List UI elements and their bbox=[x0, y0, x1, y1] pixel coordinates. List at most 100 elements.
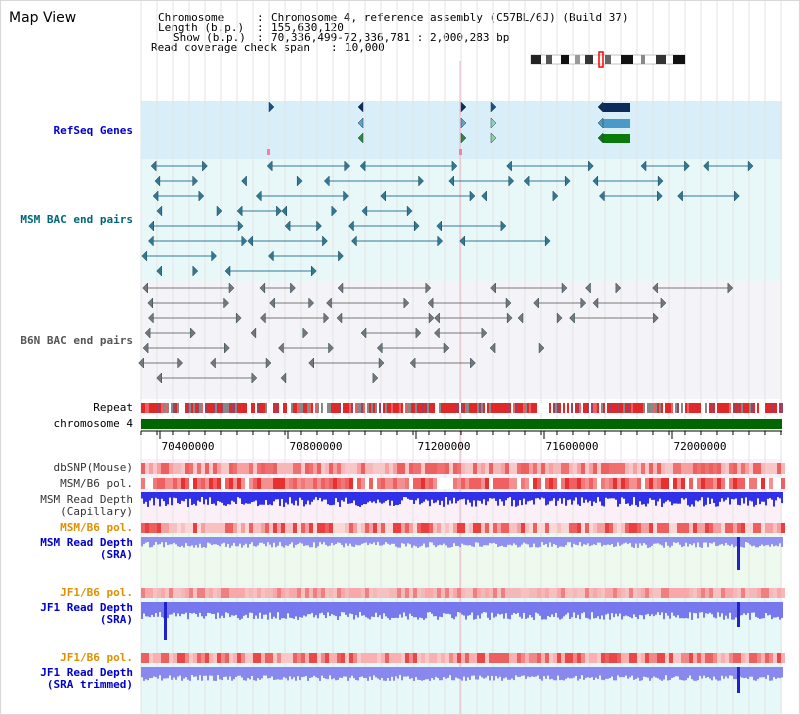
msm-cap-depth-bar bbox=[239, 492, 241, 499]
b6n-bac-pair-end bbox=[269, 297, 275, 309]
msm-sra-depth-bar bbox=[605, 537, 607, 546]
jf1-trim-depth-bar bbox=[647, 667, 649, 678]
msm-cap-depth-bar bbox=[355, 492, 357, 506]
msm-cap-depth-bar bbox=[159, 492, 161, 507]
jf1-sra-depth-bar bbox=[543, 602, 545, 620]
b6n-bac-pair-end bbox=[533, 297, 539, 309]
msm-bac-pair-end bbox=[331, 205, 338, 217]
jf1-b6-pol2-strip bbox=[637, 653, 641, 663]
msm-sra-depth-bar bbox=[231, 537, 233, 546]
msm-cap-depth-bar bbox=[699, 492, 701, 501]
repeat-segment bbox=[451, 403, 453, 413]
jf1-b6-pol-strip bbox=[745, 588, 749, 598]
msm-cap-depth-bar bbox=[779, 492, 781, 499]
msm-b6-pol-strip bbox=[573, 478, 577, 489]
msm-sra-depth-bar bbox=[689, 537, 691, 545]
jf1-trim-depth-bar bbox=[497, 667, 499, 679]
b6n-bac-pair-end bbox=[138, 357, 144, 369]
jf1-sra-depth-bar bbox=[353, 602, 355, 620]
b6n-bac-pair-end bbox=[250, 327, 257, 339]
jf1-sra-depth-bar bbox=[621, 602, 623, 620]
jf1-sra-depth-bar bbox=[663, 602, 665, 620]
repeat-segment bbox=[551, 403, 553, 413]
msm-sra-depth-bar bbox=[711, 537, 713, 544]
jf1-b6-pol-strip bbox=[421, 588, 425, 598]
jf1-sra-depth-bar bbox=[479, 602, 481, 619]
jf1-trim-depth-bar bbox=[529, 667, 531, 678]
jf1-sra-depth-bar bbox=[495, 602, 497, 617]
msm-sra-depth-bar bbox=[525, 537, 527, 544]
jf1-b6-pol-strip bbox=[717, 588, 721, 598]
msm-b6-pol-strip bbox=[305, 478, 309, 489]
msm-sra-depth-bar bbox=[213, 537, 215, 545]
msm-bac-pair-end bbox=[451, 160, 458, 172]
msm-b6-pol2-strip bbox=[757, 523, 761, 533]
msm-sra-depth-bar bbox=[155, 537, 157, 543]
repeat-segment bbox=[393, 403, 395, 413]
msm-cap-depth-bar bbox=[451, 492, 453, 504]
jf1-b6-pol-strip bbox=[485, 588, 489, 598]
jf1-trim-depth-bar bbox=[749, 667, 751, 677]
jf1-sra-depth-bar bbox=[745, 602, 747, 615]
jf1-b6-pol2-strip bbox=[613, 653, 617, 663]
msm-b6-pol2-strip bbox=[549, 523, 553, 533]
msm-sra-depth-bar bbox=[655, 537, 657, 544]
msm-sra-depth-bar bbox=[293, 537, 295, 548]
jf1-sra-depth-bar bbox=[589, 602, 591, 620]
msm-sra-depth-bar bbox=[149, 537, 151, 548]
jf1-b6-pol2-strip bbox=[481, 653, 485, 663]
dbsnp-strip bbox=[597, 463, 601, 474]
msm-cap-depth-bar bbox=[747, 492, 749, 506]
msm-sra-depth-bar bbox=[385, 537, 387, 543]
msm-b6-pol2-strip bbox=[417, 523, 421, 533]
msm-sra-depth-bar bbox=[223, 537, 225, 543]
jf1-sra-depth-bar bbox=[249, 602, 251, 613]
jf1-trim-depth-bar bbox=[745, 667, 747, 678]
jf1-trim-depth-bar bbox=[221, 667, 223, 681]
repeat-segment bbox=[629, 403, 631, 413]
dbsnp-strip bbox=[593, 463, 597, 474]
dbsnp-strip bbox=[277, 463, 281, 474]
jf1-b6-pol-strip bbox=[541, 588, 545, 598]
msm-cap-depth-bar bbox=[425, 492, 427, 500]
repeat-segment bbox=[695, 403, 697, 413]
jf1-sra-depth-bar bbox=[427, 602, 429, 613]
b6n-bac-pair-end bbox=[434, 327, 440, 339]
jf1-b6-pol2-strip bbox=[409, 653, 413, 663]
jf1-sra-depth-bar bbox=[347, 602, 349, 617]
msm-b6-pol2-strip bbox=[237, 523, 241, 533]
msm-sra-depth-bar bbox=[669, 537, 671, 548]
repeat-segment bbox=[759, 403, 761, 413]
jf1-b6-pol-strip bbox=[293, 588, 297, 598]
msm-b6-pol-strip bbox=[545, 478, 549, 489]
msm-sra-depth-bar bbox=[357, 537, 359, 546]
msm-cap-depth-bar bbox=[213, 492, 215, 504]
repeat-segment bbox=[449, 403, 451, 413]
repeat-segment bbox=[151, 403, 153, 413]
jf1-trim-depth-bar bbox=[425, 667, 427, 680]
jf1-trim-depth-bar bbox=[143, 667, 145, 681]
msm-sra-depth-bar bbox=[197, 537, 199, 548]
jf1-sra-depth-bar bbox=[399, 602, 401, 615]
msm-sra-depth-bar bbox=[479, 537, 481, 547]
dbsnp-strip bbox=[401, 463, 405, 474]
msm-cap-depth-bar bbox=[147, 492, 149, 507]
msm-b6-pol2-strip bbox=[497, 523, 501, 533]
jf1-trim-depth-bar bbox=[535, 667, 537, 677]
jf1-b6-pol2-strip bbox=[389, 653, 393, 663]
jf1-sra-depth-bar bbox=[771, 602, 773, 620]
msm-b6-pol-strip bbox=[601, 478, 605, 489]
msm-cap-depth-bar bbox=[731, 492, 733, 499]
msm-b6-pol-strip bbox=[605, 478, 609, 489]
page-title: Map View bbox=[9, 10, 77, 26]
msm-sra-depth-bar bbox=[427, 537, 429, 548]
msm-cap-depth-bar bbox=[233, 492, 235, 502]
jf1-trim-depth-bar bbox=[487, 667, 489, 676]
msm-b6-pol2-strip bbox=[565, 523, 569, 533]
b6n-bac-pair-end bbox=[223, 297, 230, 309]
jf1-sra-depth-bar bbox=[349, 602, 351, 614]
msm-b6-pol-strip bbox=[205, 478, 209, 489]
msm-sra-depth-bar bbox=[549, 537, 551, 543]
repeat-segment bbox=[667, 403, 669, 413]
